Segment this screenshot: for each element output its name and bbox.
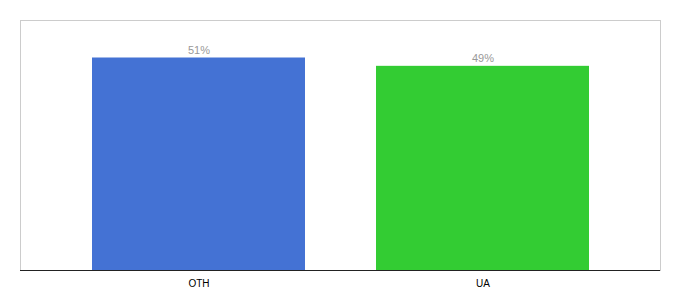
svg-text:OTH: OTH <box>188 278 209 289</box>
svg-text:UA: UA <box>476 278 490 289</box>
svg-text:49%: 49% <box>472 52 494 64</box>
svg-text:51%: 51% <box>188 44 210 56</box>
